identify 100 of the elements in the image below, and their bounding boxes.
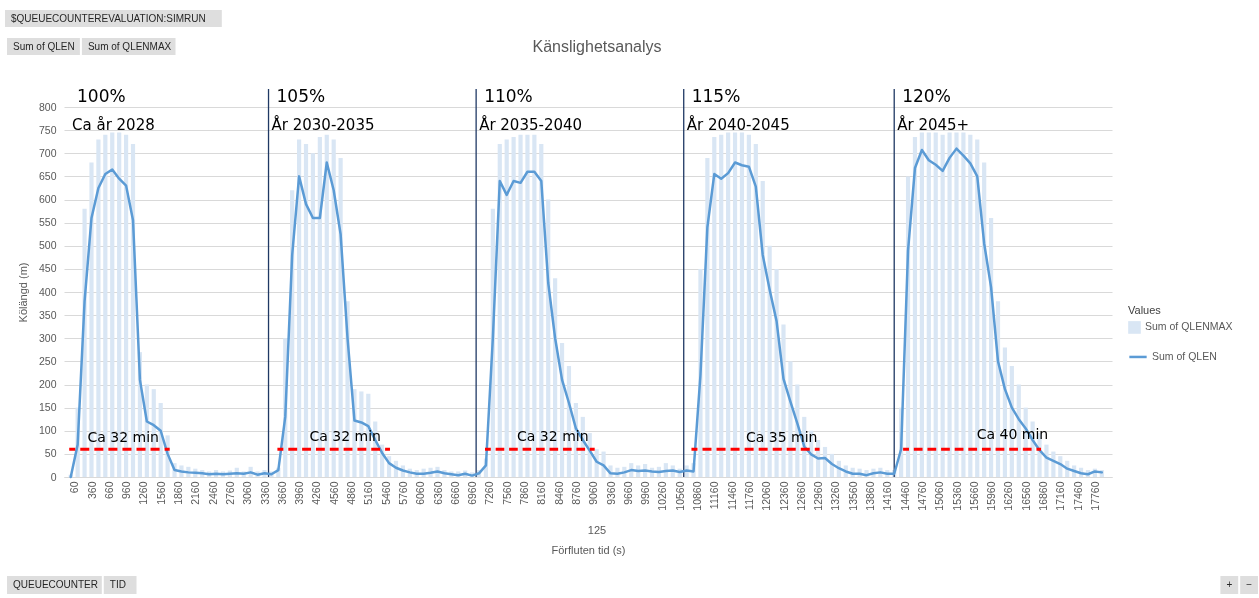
x-tick-label: 16560 — [1019, 481, 1032, 511]
x-tick-label: 14460 — [898, 481, 911, 511]
x-tick-label: 3360 — [258, 481, 271, 505]
x-tick-label: 16260 — [1002, 481, 1015, 511]
text: 100% — [77, 86, 126, 106]
y-tick-label: 800 — [38, 100, 57, 113]
x-tick-label: 14160 — [881, 481, 894, 511]
annotation: Ca 40 min — [976, 426, 1049, 443]
x-tick-label: 5460 — [379, 481, 392, 505]
y-tick-label: 700 — [38, 146, 57, 159]
x-tick-label: 2760 — [223, 481, 236, 505]
bar — [919, 132, 924, 477]
x-tick-label: 8460 — [552, 481, 565, 505]
bar — [303, 144, 309, 477]
annotation: År 2035-2040 — [479, 115, 583, 134]
x-tick-label: 4560 — [327, 481, 340, 505]
annotation: Ca 35 min — [746, 429, 818, 446]
y-tick-label: 650 — [38, 169, 57, 182]
y-tick-label: 450 — [38, 262, 57, 275]
bar — [532, 134, 537, 477]
x-tick-label: 10260 — [656, 481, 669, 511]
annotation: År 2030-2035 — [271, 115, 375, 134]
x-tick-label: 60 — [68, 481, 81, 494]
bar — [504, 139, 509, 477]
text: 115% — [691, 86, 741, 106]
y-tick-label: 300 — [38, 331, 57, 344]
x-tick-label: 9660 — [621, 481, 634, 505]
text: 110% — [484, 86, 533, 106]
text: QUEUECOUNTER — [13, 579, 99, 590]
x-tick-label: 4260 — [310, 481, 323, 505]
y-tick-label: 250 — [38, 354, 57, 367]
x-tick-label: 7560 — [500, 481, 513, 505]
x-tick-label: 5160 — [362, 481, 375, 505]
x-tick-label: 13860 — [864, 481, 877, 511]
y-tick-label: 100 — [38, 424, 57, 437]
bar — [296, 139, 302, 477]
x-tick-label: 17760 — [1088, 481, 1101, 511]
y-tick-label: 0 — [50, 470, 57, 483]
legend-title: Values — [1128, 303, 1162, 316]
y-tick-label: 150 — [38, 401, 57, 414]
annotation: År 2045+ — [897, 115, 970, 134]
x-tick-label: 1260 — [137, 481, 150, 505]
x-tick-label: 5760 — [396, 481, 409, 505]
x-tick-label: 11160 — [708, 481, 721, 510]
x-tick-label: 15060 — [933, 481, 946, 511]
annotation: Ca 32 min — [517, 428, 589, 445]
bar — [912, 137, 918, 477]
x-tick-label: 15660 — [967, 481, 980, 511]
x-tick-label: 10560 — [673, 481, 686, 511]
x-tick-label: 16860 — [1037, 481, 1050, 511]
bar — [788, 361, 793, 477]
x-tick-label: 3060 — [241, 481, 254, 505]
x-tick-label: 1860 — [172, 481, 185, 505]
bar — [961, 132, 966, 477]
y-tick-label: 400 — [38, 285, 57, 298]
x-tick-label: 15360 — [950, 481, 963, 511]
x-tick-label: 1560 — [154, 481, 167, 505]
x-tick-label: 7260 — [483, 481, 496, 505]
y-tick-label: 600 — [38, 193, 57, 205]
x-tick-label: 11460 — [725, 481, 738, 510]
x-tick-label: 9960 — [639, 481, 652, 505]
x-tick-label: 17460 — [1071, 481, 1084, 511]
x-tick-label: 6960 — [466, 481, 479, 505]
x-tick-label: 12360 — [777, 481, 790, 511]
annotation: Ca 32 min — [87, 429, 159, 446]
bar — [1044, 444, 1049, 477]
text: − — [1246, 579, 1253, 590]
text: + — [1226, 579, 1233, 590]
text: Sum of QLEN — [13, 40, 75, 52]
y-tick-label: 50 — [44, 447, 57, 460]
bar — [954, 132, 959, 477]
x-tick-label: 12060 — [760, 481, 773, 511]
x-tick-label: 15960 — [985, 481, 998, 511]
x-tick-label: 12660 — [794, 481, 807, 511]
text: $QUEUECOUNTEREVALUATION:SIMRUN — [11, 12, 206, 24]
x-tick-label: 3660 — [275, 481, 288, 505]
text: 120% — [902, 86, 951, 106]
x-tick-label: 2460 — [206, 481, 219, 505]
y-axis-title: Kölängd (m) — [16, 262, 29, 323]
x-tick-label: 10860 — [691, 481, 704, 511]
bar — [940, 134, 945, 477]
x-tick-label: 960 — [120, 481, 133, 500]
x-tick-label: 11760 — [742, 481, 755, 510]
text: 125 — [587, 524, 607, 536]
text: TID — [109, 579, 126, 590]
bar — [712, 137, 717, 477]
x-tick-label: 2160 — [189, 481, 202, 505]
x-tick-label: 660 — [102, 481, 115, 500]
annotation: Ca år 2028 — [72, 116, 155, 134]
annotation: Ca 32 min — [309, 428, 381, 445]
bar — [926, 132, 931, 477]
x-axis-title: Förfluten tid (s) — [551, 543, 626, 556]
y-tick-label: 550 — [38, 216, 57, 229]
bar — [739, 132, 745, 477]
legend-label: Sum of QLENMAX — [1145, 320, 1233, 333]
y-tick-label: 750 — [38, 123, 57, 136]
x-tick-label: 360 — [85, 481, 98, 500]
x-tick-label: 9060 — [587, 481, 600, 505]
x-tick-label: 6360 — [431, 481, 444, 505]
x-tick-label: 8760 — [569, 481, 582, 505]
